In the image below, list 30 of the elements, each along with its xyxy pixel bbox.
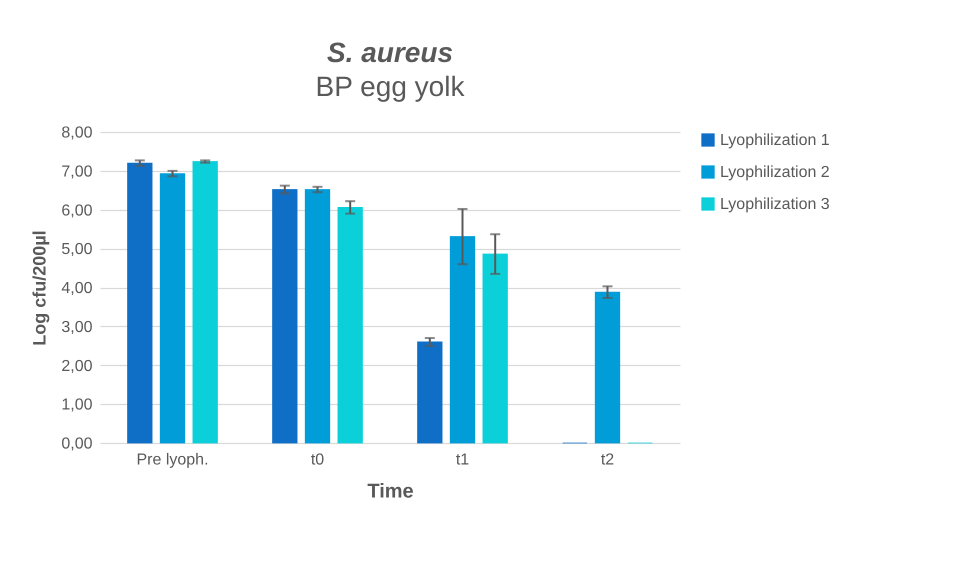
chart-subtitle: BP egg yolk: [316, 71, 466, 102]
y-tick-label: 3,00: [61, 318, 93, 336]
bar: [417, 342, 442, 444]
x-tick-label: Pre lyoph.: [136, 452, 209, 468]
bar: [482, 254, 508, 444]
x-axis-title: Time: [367, 480, 414, 502]
chart-title: S. aureus: [326, 37, 454, 68]
y-tick-label: 6,00: [61, 202, 93, 220]
y-axis-title: Log cfu/200µl: [29, 230, 50, 346]
x-tick-label: t1: [456, 452, 470, 468]
y-tick-label: 4,00: [61, 280, 93, 297]
legend-label: Lyophilization 2: [720, 164, 830, 181]
bar: [192, 161, 218, 444]
bar: [338, 207, 363, 444]
y-tick-label: 0,00: [61, 436, 93, 452]
bar: [160, 173, 186, 444]
x-tick-label: t2: [600, 452, 614, 468]
bar: [272, 189, 298, 444]
bar: [304, 189, 330, 444]
legend-label: Lyophilization 3: [720, 196, 830, 213]
bar: [594, 292, 620, 444]
legend-label: Lyophilization 1: [720, 132, 830, 149]
y-tick-label: 1,00: [61, 396, 93, 414]
bar: [127, 162, 152, 444]
bar: [450, 236, 476, 444]
y-tick-label: 7,00: [61, 163, 93, 180]
y-tick-label: 8,00: [61, 124, 93, 142]
y-tick-label: 2,00: [61, 358, 93, 375]
x-tick-label: t0: [310, 452, 324, 468]
y-tick-label: 5,00: [61, 241, 93, 258]
